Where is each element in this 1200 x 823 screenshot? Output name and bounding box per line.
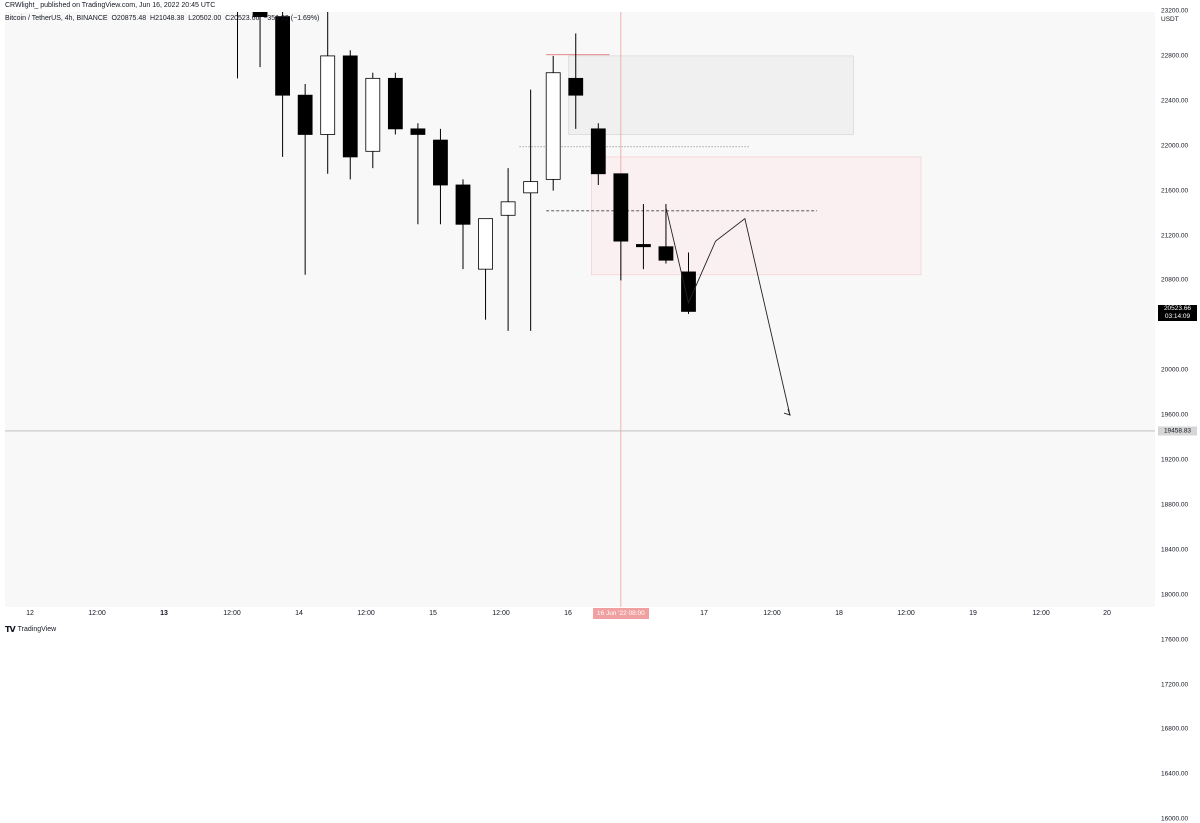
candle-countdown: 03:14:09: [1164, 313, 1191, 321]
price-tick-label: 16400.00: [1161, 770, 1189, 778]
candle-body: [478, 218, 493, 270]
price-axis[interactable]: USDT 28800.0028400.0028000.0027600.00272…: [1155, 8, 1200, 823]
candle-body: [455, 184, 471, 225]
candlestick-chart[interactable]: [5, 12, 1155, 607]
price-tick-label: 20000.00: [1161, 366, 1189, 374]
ohlc-close: C20523.66: [225, 15, 260, 22]
price-tick-label: 22800.00: [1161, 52, 1189, 60]
candle-body: [681, 271, 696, 312]
time-tick-label: 15: [429, 610, 437, 617]
supply-zone: [568, 55, 854, 135]
time-tick-label: 12:00: [897, 610, 915, 617]
axis-unit: USDT: [1161, 16, 1179, 23]
forecast-arrow-head-icon: [783, 408, 791, 416]
ohlc-low: L20502.00: [188, 15, 222, 22]
candle-body: [658, 246, 674, 261]
price-tick-label: 19600.00: [1161, 411, 1189, 419]
candle-body: [320, 55, 336, 135]
time-tick-label: 12:00: [492, 610, 510, 617]
candle-body: [275, 16, 291, 96]
candle-body: [500, 201, 516, 216]
price-tick-label: 21200.00: [1161, 232, 1189, 239]
candle-body: [433, 139, 448, 186]
time-tick-label: 12: [26, 610, 34, 617]
candle-body: [297, 94, 313, 135]
candle-body: [252, 12, 268, 18]
price-tick-label: 23200.00: [1161, 7, 1189, 15]
candle-body: [365, 77, 381, 152]
candle-body: [523, 181, 539, 194]
candle-body: [590, 128, 606, 175]
price-tick-label: 19200.00: [1161, 456, 1189, 464]
symbol-name[interactable]: Bitcoin / TetherUS, 4h, BINANCE: [5, 15, 108, 22]
price-tick-label: 20800.00: [1161, 276, 1189, 284]
crosshair-time-label: 16 Jun '22 08:00: [592, 608, 649, 619]
candle-body: [613, 173, 629, 242]
price-tick-label: 17600.00: [1161, 636, 1189, 644]
current-price-value: 20523.66: [1163, 305, 1192, 313]
time-tick-label: 12:00: [1032, 610, 1050, 617]
candle-body: [387, 77, 403, 130]
ohlc-change: −351.82 (−1.69%): [263, 15, 320, 22]
time-tick-label: 13: [160, 610, 168, 617]
publish-header: CRWlight_ published on TradingView.com, …: [5, 2, 216, 9]
price-tick-label: 16800.00: [1161, 725, 1189, 733]
candle-body: [636, 244, 651, 248]
time-tick-label: 18: [835, 610, 843, 617]
price-tick-label: 22000.00: [1161, 142, 1189, 150]
brand-name: TradingView: [17, 626, 57, 633]
time-axis[interactable]: 12 12:00 13 12:00 14 12:00 15 12:00 16 17 12:00 18 1…: [5, 607, 1155, 622]
candle-body: [545, 72, 561, 180]
price-tick-label: 22400.00: [1161, 97, 1189, 105]
time-tick-label: 12:00: [357, 610, 375, 617]
level-price-badge: 19458.83: [1158, 426, 1197, 436]
ohlc-open: O20875.48: [111, 15, 147, 22]
price-tick-label: 18800.00: [1161, 501, 1189, 509]
price-tick-label: 21600.00: [1161, 187, 1189, 195]
price-tick-label: 18000.00: [1161, 591, 1189, 599]
time-tick-label: 19: [969, 610, 977, 617]
tradingview-logo-icon: 𝗧𝗩: [5, 625, 16, 634]
time-tick-label: 17: [700, 610, 708, 617]
time-tick-label: 12:00: [88, 610, 106, 617]
time-tick-label: 20: [1103, 610, 1111, 617]
price-tick-label: 17200.00: [1161, 681, 1189, 688]
time-tick-label: 16: [564, 610, 572, 617]
time-tick-label: 12:00: [223, 610, 241, 617]
candle-body: [342, 55, 358, 158]
time-tick-label: 12:00: [763, 610, 781, 617]
tradingview-brand[interactable]: 𝗧𝗩 TradingView: [5, 625, 56, 634]
candle-body: [568, 77, 584, 96]
price-tick-label: 16000.00: [1161, 815, 1189, 823]
candle-body: [410, 128, 426, 135]
time-tick-label: 14: [295, 610, 303, 617]
forecast-path-line: [665, 207, 791, 416]
current-price-badge: 20523.66 03:14:09: [1158, 305, 1197, 322]
supply-zone: [590, 156, 922, 276]
price-tick-label: 18400.00: [1161, 546, 1189, 554]
ohlc-high: H21048.38: [150, 15, 185, 22]
symbol-legend: Bitcoin / TetherUS, 4h, BINANCE O20875.4…: [5, 15, 319, 22]
chart-plot-area[interactable]: [5, 12, 1155, 607]
